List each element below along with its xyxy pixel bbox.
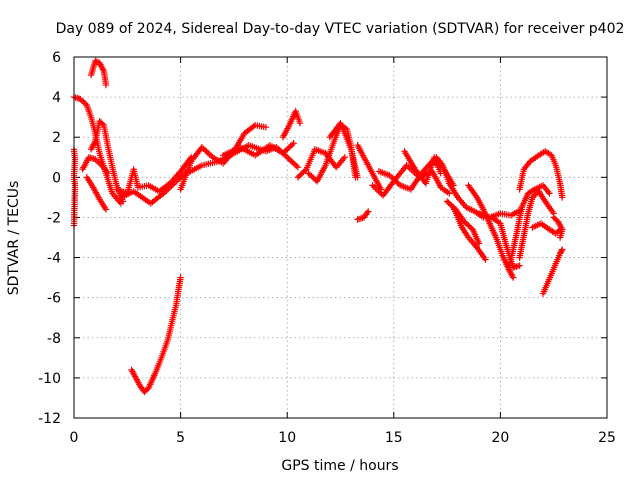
x-tick-label: 25 xyxy=(598,430,616,446)
x-axis-label: GPS time / hours xyxy=(281,458,398,474)
plot-frame xyxy=(73,56,608,419)
series-arc-d xyxy=(79,154,112,177)
data-marker-path xyxy=(79,154,112,177)
y-tick-label: 0 xyxy=(52,170,61,186)
series-arc-p xyxy=(326,120,361,181)
data-marker-path xyxy=(279,107,304,141)
series-arc-m xyxy=(279,107,304,141)
series-arc-b xyxy=(87,57,110,89)
series-arc-u xyxy=(401,148,444,187)
data-marker-path xyxy=(433,154,487,221)
data-points xyxy=(70,57,566,396)
series-arc-l xyxy=(220,140,297,159)
data-marker-path xyxy=(87,57,110,89)
x-tick-label: 10 xyxy=(278,430,296,446)
series-arc-ad xyxy=(516,148,566,201)
data-marker-path xyxy=(516,188,557,261)
chart-title: Day 089 of 2024, Sidereal Day-to-day VTE… xyxy=(56,21,625,37)
x-tick-label: 15 xyxy=(385,430,403,446)
y-tick-label: -12 xyxy=(38,411,61,427)
data-marker-path xyxy=(117,168,191,207)
series-arc-i xyxy=(128,274,184,396)
data-marker-path xyxy=(505,182,553,273)
y-tick-label: 2 xyxy=(52,130,61,146)
x-tick-label: 20 xyxy=(491,430,509,446)
data-marker-path xyxy=(83,174,110,213)
series-arc-af xyxy=(539,246,566,297)
data-marker-path xyxy=(516,148,566,201)
y-tick-label: -4 xyxy=(47,251,61,267)
y-tick-label: 4 xyxy=(52,90,61,106)
data-marker-path xyxy=(354,142,385,193)
series-arc-ac xyxy=(516,188,557,261)
axis-ticks: 0 5 10 15 20 25 -12 -10 -8 -6 -4 -2 0 2 4 6 xyxy=(38,50,616,446)
series-arc-v xyxy=(433,154,487,221)
y-tick-label: -8 xyxy=(47,331,61,347)
series-arc-ab xyxy=(505,182,553,273)
data-marker-path xyxy=(539,246,566,297)
data-marker-path xyxy=(326,120,361,181)
series-arc-r xyxy=(354,208,372,223)
series-arc-ag xyxy=(550,214,566,241)
data-marker-path xyxy=(550,214,566,241)
data-marker-path xyxy=(128,274,184,396)
y-tick-label: -10 xyxy=(38,371,61,387)
series-arc-ae xyxy=(529,220,564,237)
series-arc-e xyxy=(83,174,110,213)
series-arc-q xyxy=(354,142,385,193)
x-tick-label: 5 xyxy=(176,430,185,446)
data-marker-path xyxy=(220,140,297,159)
data-marker-path xyxy=(354,208,372,223)
y-axis-label: SDTVAR / TECUs xyxy=(6,181,22,296)
data-marker-path xyxy=(401,148,444,187)
data-marker-path xyxy=(529,220,564,237)
x-tick-label: 0 xyxy=(70,430,79,446)
data-marker-path xyxy=(450,204,489,263)
series-arc-h xyxy=(117,168,191,207)
y-tick-label: 6 xyxy=(52,50,61,66)
y-tick-label: -2 xyxy=(47,210,61,226)
grid-lines xyxy=(74,57,607,418)
series-arc-x xyxy=(450,204,489,263)
y-tick-label: -6 xyxy=(47,291,61,307)
